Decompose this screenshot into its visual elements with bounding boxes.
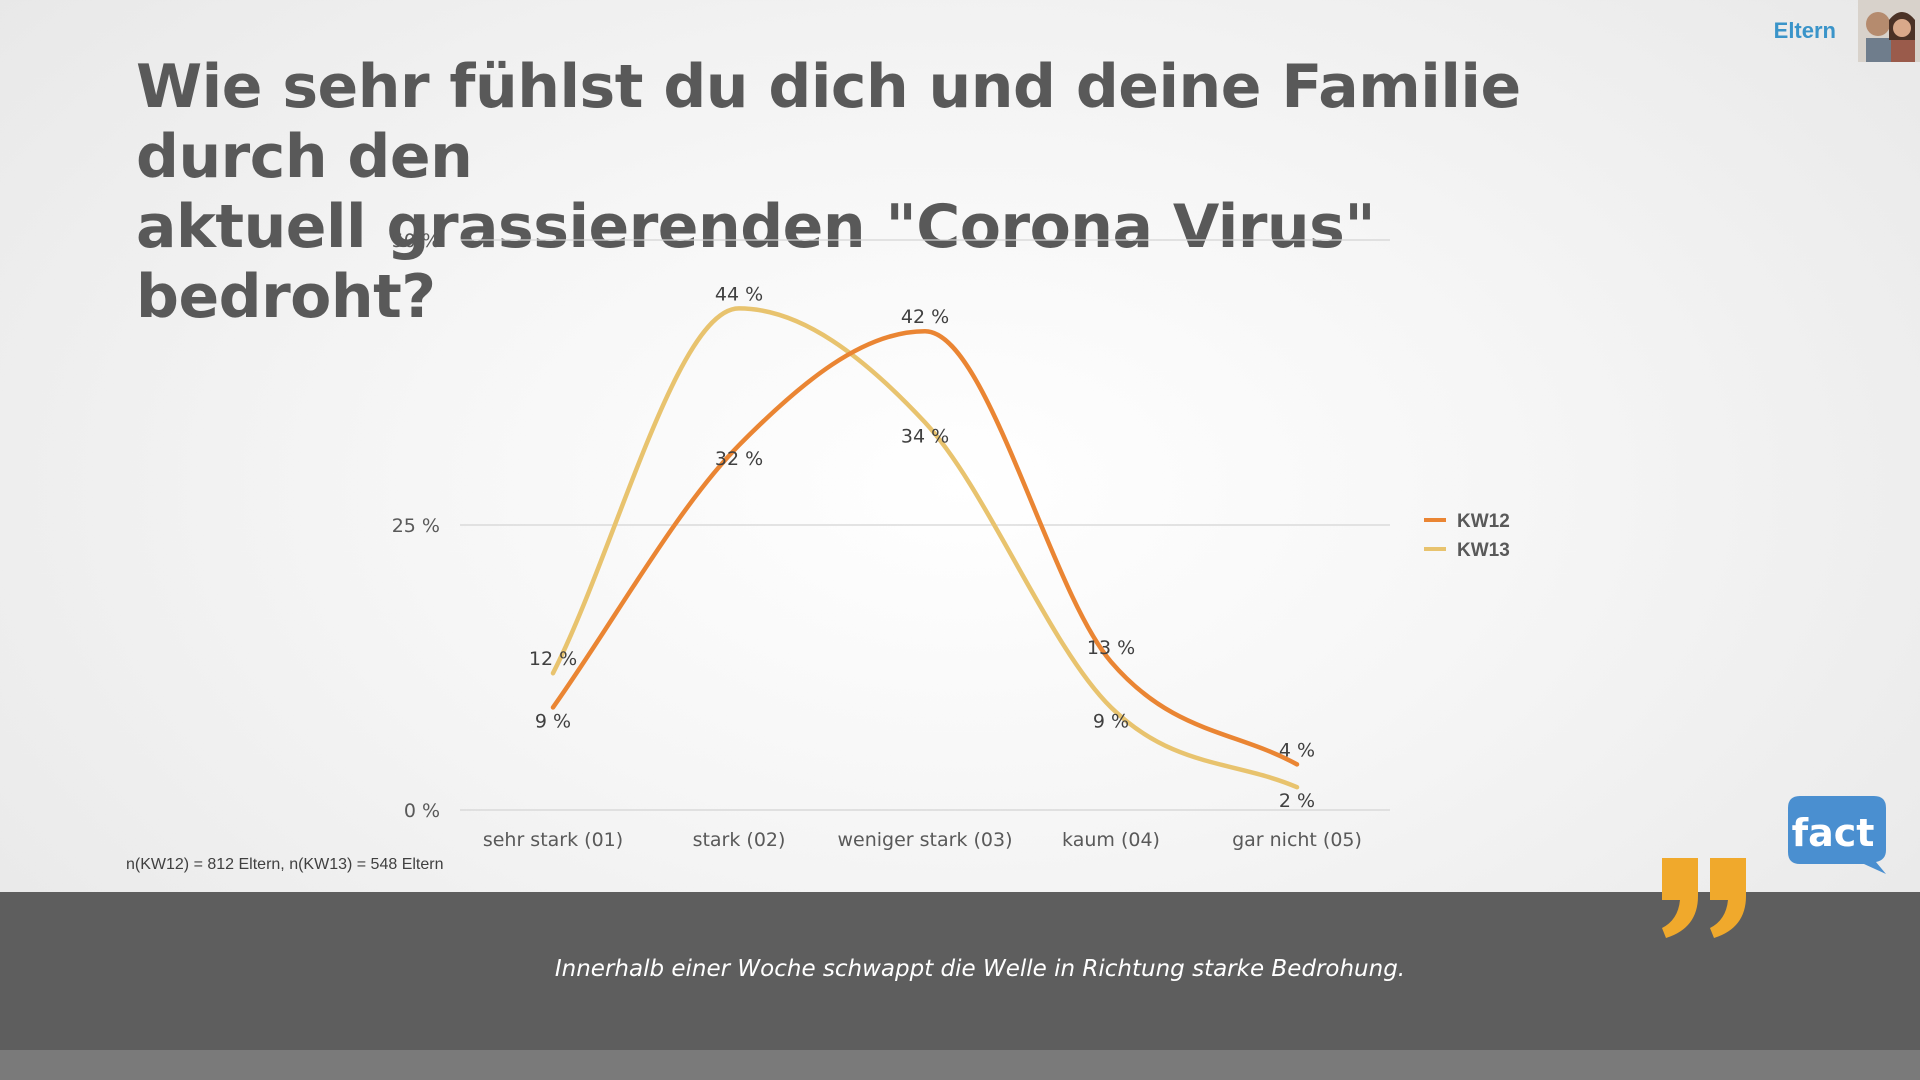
legend-label-kw12: KW12 — [1457, 511, 1510, 532]
family-photo-thumbnail — [1858, 0, 1920, 62]
quote-mark-icon — [1662, 858, 1746, 938]
fact-logo: fact — [1788, 796, 1886, 874]
data-label: 9 % — [1093, 710, 1129, 732]
x-tick-label: stark (02) — [693, 829, 786, 851]
banner-bottom-strip — [0, 1050, 1920, 1080]
data-label: 32 % — [715, 448, 763, 470]
data-label: 42 % — [901, 306, 949, 328]
x-tick-label: sehr stark (01) — [483, 829, 623, 851]
logo-text: fact — [1792, 811, 1875, 855]
title-line-2: aktuell grassierenden "Corona Virus" bed… — [136, 192, 1376, 332]
series-line-kw12 — [550, 328, 1300, 767]
series-line-kw13 — [550, 306, 1300, 790]
y-tick-label: 50 % — [392, 230, 440, 252]
y-tick-label: 25 % — [392, 515, 440, 537]
data-label: 4 % — [1279, 739, 1315, 761]
title-line-1: Wie sehr fühlst du dich und deine Famili… — [136, 52, 1521, 192]
x-tick-label: weniger stark (03) — [838, 829, 1013, 851]
y-tick-label: 0 % — [404, 800, 440, 822]
audience-label: Eltern — [1773, 18, 1836, 43]
data-label: 12 % — [529, 648, 577, 670]
x-tick-label: kaum (04) — [1062, 829, 1160, 851]
slide-title: Wie sehr fühlst du dich und deine Famili… — [136, 52, 1636, 332]
data-label: 34 % — [901, 425, 949, 447]
data-label: 9 % — [535, 710, 571, 732]
banner-caption: Innerhalb einer Woche schwappt die Welle… — [554, 956, 1406, 982]
data-label: 2 % — [1279, 790, 1315, 812]
data-label: 44 % — [715, 283, 763, 305]
x-tick-label: gar nicht (05) — [1232, 829, 1362, 851]
sample-size-footnote: n(KW12) = 812 Eltern, n(KW13) = 548 Elte… — [126, 856, 444, 873]
caption-banner — [0, 892, 1920, 1050]
data-label: 13 % — [1087, 637, 1135, 659]
legend-label-kw13: KW13 — [1457, 540, 1510, 561]
